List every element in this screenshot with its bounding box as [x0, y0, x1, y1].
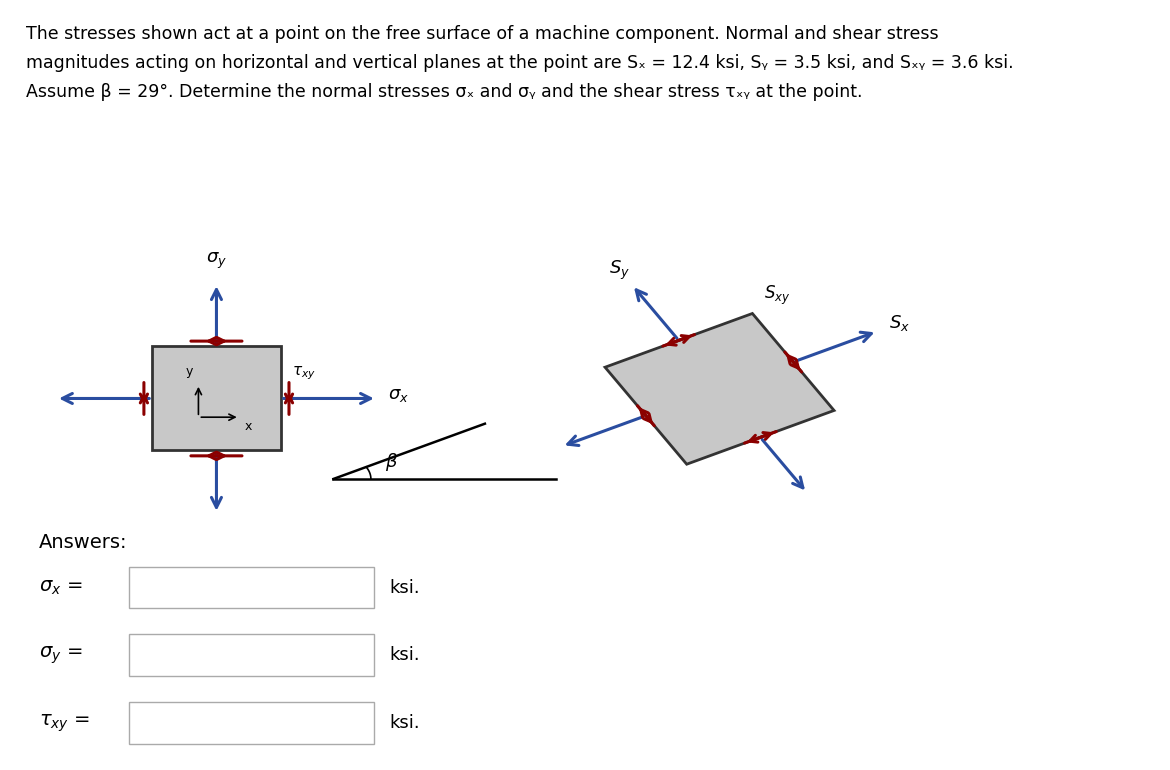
- Text: ksi.: ksi.: [390, 714, 420, 732]
- Text: $S_y$: $S_y$: [610, 259, 631, 282]
- FancyBboxPatch shape: [129, 567, 374, 608]
- Text: Answers:: Answers:: [39, 534, 128, 552]
- Text: $\tau_{xy}$ =: $\tau_{xy}$ =: [39, 712, 90, 734]
- Polygon shape: [605, 313, 834, 464]
- Text: y: y: [185, 365, 193, 378]
- Text: $\sigma_y$ =: $\sigma_y$ =: [39, 644, 82, 666]
- Text: magnitudes acting on horizontal and vertical planes at the point are Sₓ = 12.4 k: magnitudes acting on horizontal and vert…: [26, 54, 1013, 72]
- Text: $S_{xy}$: $S_{xy}$: [764, 284, 791, 307]
- Text: $\beta$: $\beta$: [385, 451, 399, 473]
- Text: ksi.: ksi.: [390, 578, 420, 597]
- Text: ksi.: ksi.: [390, 646, 420, 665]
- Text: x: x: [245, 420, 252, 434]
- Bar: [152, 346, 281, 450]
- FancyBboxPatch shape: [129, 634, 374, 676]
- Text: $\sigma_y$: $\sigma_y$: [206, 251, 227, 271]
- Text: The stresses shown act at a point on the free surface of a machine component. No: The stresses shown act at a point on the…: [26, 25, 938, 42]
- Text: Assume β = 29°. Determine the normal stresses σₓ and σᵧ and the shear stress τₓᵧ: Assume β = 29°. Determine the normal str…: [26, 83, 862, 101]
- Text: $S_x$: $S_x$: [889, 313, 910, 333]
- Text: $\tau_{xy}$: $\tau_{xy}$: [292, 365, 316, 383]
- Text: $\sigma_x$: $\sigma_x$: [388, 386, 409, 403]
- Text: $\sigma_x$ =: $\sigma_x$ =: [39, 578, 82, 597]
- FancyBboxPatch shape: [129, 702, 374, 744]
